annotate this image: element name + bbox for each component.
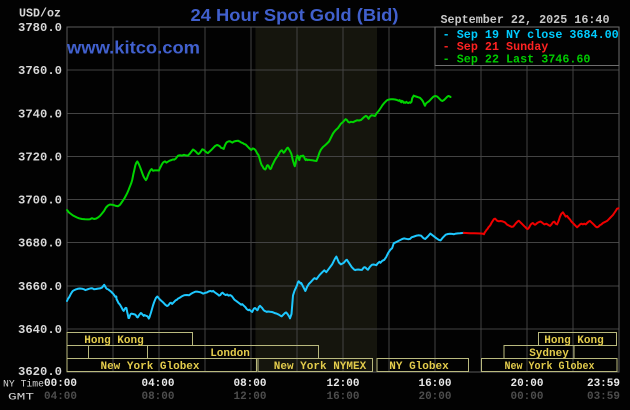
- svg-text:3640.0: 3640.0: [18, 323, 62, 337]
- svg-text:- Sep 21 Sunday: - Sep 21 Sunday: [443, 41, 549, 54]
- svg-text:20:00: 20:00: [510, 378, 543, 390]
- svg-text:12:00: 12:00: [233, 391, 266, 403]
- svg-text:24 Hour Spot Gold (Bid): 24 Hour Spot Gold (Bid): [191, 5, 399, 25]
- svg-text:3620.0: 3620.0: [18, 365, 62, 379]
- svg-text:New York NYMEX: New York NYMEX: [274, 361, 367, 373]
- svg-text:NY Time: NY Time: [3, 379, 44, 391]
- svg-text:12:00: 12:00: [326, 378, 359, 390]
- svg-text:USD/oz: USD/oz: [19, 7, 61, 21]
- svg-text:3740.0: 3740.0: [18, 107, 62, 121]
- svg-text:23:59: 23:59: [587, 378, 620, 390]
- svg-text:Hong Kong: Hong Kong: [84, 335, 143, 347]
- svg-text:04:00: 04:00: [141, 378, 174, 390]
- svg-text:New York Globex: New York Globex: [100, 361, 199, 373]
- svg-text:08:00: 08:00: [141, 391, 174, 403]
- svg-text:GMT: GMT: [8, 392, 34, 404]
- svg-text:3780.0: 3780.0: [18, 21, 62, 35]
- svg-text:3660.0: 3660.0: [18, 280, 62, 294]
- svg-text:Hong Kong: Hong Kong: [544, 335, 603, 347]
- svg-text:16:00: 16:00: [418, 378, 451, 390]
- svg-text:3720.0: 3720.0: [18, 150, 62, 164]
- svg-text:3760.0: 3760.0: [18, 64, 62, 78]
- svg-text:Sydney: Sydney: [529, 348, 569, 360]
- svg-text:16:00: 16:00: [326, 391, 359, 403]
- svg-text:20:00: 20:00: [418, 391, 451, 403]
- svg-text:www.kitco.com: www.kitco.com: [66, 38, 200, 58]
- svg-text:NY Globex: NY Globex: [389, 361, 449, 373]
- svg-text:New York Globex: New York Globex: [505, 361, 595, 373]
- svg-text:08:00: 08:00: [233, 378, 266, 390]
- svg-text:00:00: 00:00: [44, 378, 77, 390]
- svg-text:London: London: [210, 348, 250, 360]
- svg-text:3700.0: 3700.0: [18, 194, 62, 208]
- svg-text:September 22, 2025 16:40: September 22, 2025 16:40: [441, 14, 610, 27]
- svg-text:00:00: 00:00: [510, 391, 543, 403]
- svg-text:04:00: 04:00: [44, 391, 77, 403]
- svg-text:3680.0: 3680.0: [18, 237, 62, 251]
- svg-text:- Sep 22 Last 3746.60: - Sep 22 Last 3746.60: [443, 54, 591, 67]
- svg-text:- Sep 19 NY close 3684.00: - Sep 19 NY close 3684.00: [443, 29, 619, 42]
- svg-text:03:59: 03:59: [587, 391, 620, 403]
